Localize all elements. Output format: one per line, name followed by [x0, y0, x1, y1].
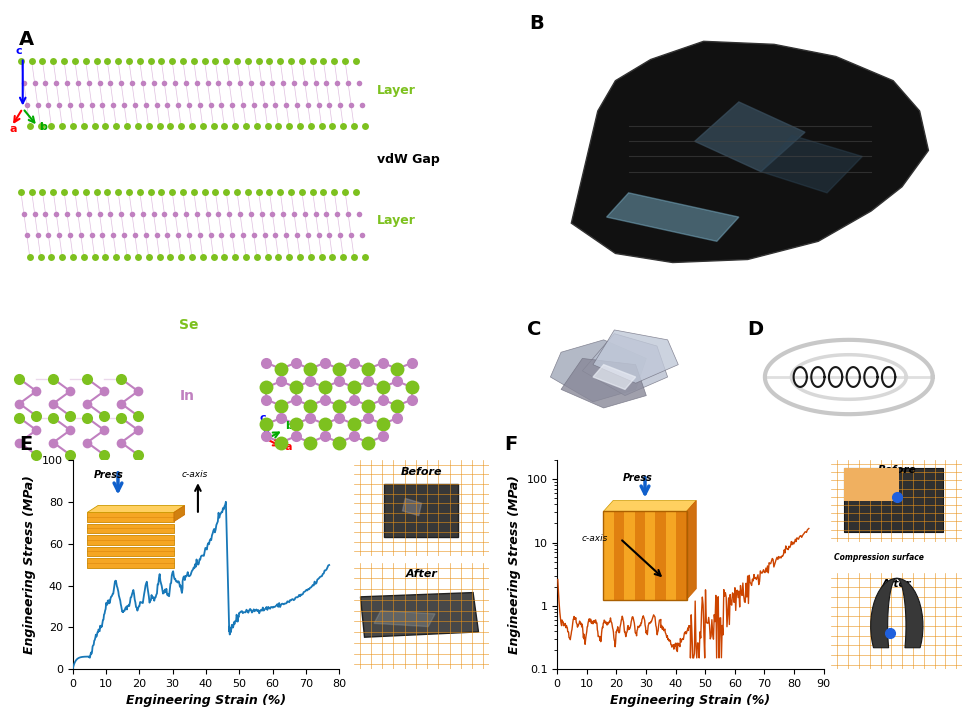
Polygon shape [374, 610, 435, 627]
Y-axis label: Engineering Stress (MPa): Engineering Stress (MPa) [23, 475, 37, 654]
Polygon shape [402, 498, 422, 515]
Text: After: After [882, 579, 912, 589]
Polygon shape [593, 365, 636, 389]
Text: a: a [285, 442, 293, 452]
Polygon shape [572, 41, 928, 263]
Text: Se: Se [179, 318, 199, 332]
Polygon shape [582, 333, 668, 396]
Text: c: c [16, 46, 22, 56]
Y-axis label: Engineering Stress (MPa): Engineering Stress (MPa) [508, 475, 521, 654]
Polygon shape [695, 102, 805, 171]
Text: Layer: Layer [377, 215, 416, 227]
Text: Before: Before [401, 467, 442, 477]
Text: b: b [39, 122, 47, 132]
Text: F: F [504, 435, 517, 454]
Polygon shape [360, 593, 479, 637]
Text: vdW Gap: vdW Gap [377, 153, 440, 166]
Polygon shape [593, 330, 678, 383]
Polygon shape [607, 193, 738, 241]
Polygon shape [761, 135, 862, 193]
X-axis label: Engineering Strain (%): Engineering Strain (%) [126, 695, 286, 707]
Text: B: B [529, 14, 545, 33]
Text: E: E [19, 435, 33, 454]
Polygon shape [561, 358, 646, 408]
Text: c: c [260, 413, 266, 423]
Text: a: a [10, 124, 17, 134]
FancyBboxPatch shape [844, 469, 943, 532]
Text: In: In [179, 389, 194, 403]
Text: Compression surface: Compression surface [834, 553, 923, 562]
Text: b: b [285, 421, 293, 431]
Text: A: A [19, 30, 35, 49]
Text: After: After [406, 569, 437, 579]
FancyBboxPatch shape [384, 484, 458, 537]
Text: C: C [527, 320, 542, 339]
Text: Before: Before [878, 465, 916, 475]
Text: Layer: Layer [377, 84, 416, 97]
Polygon shape [550, 340, 646, 402]
X-axis label: Engineering Strain (%): Engineering Strain (%) [610, 695, 770, 707]
FancyBboxPatch shape [844, 469, 899, 501]
Text: D: D [747, 320, 764, 339]
Polygon shape [871, 578, 922, 648]
